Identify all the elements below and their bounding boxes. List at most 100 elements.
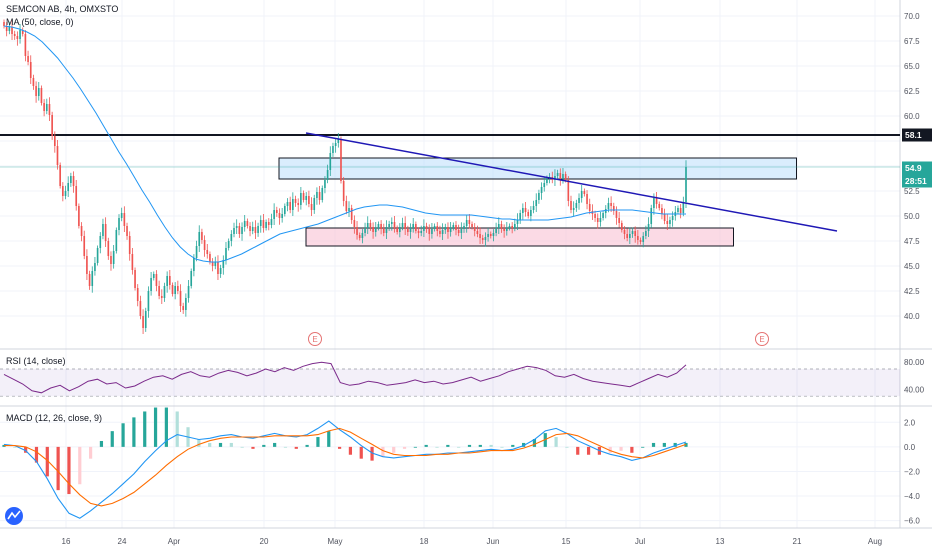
candle	[94, 257, 96, 276]
candle	[128, 231, 131, 261]
candle	[583, 188, 586, 197]
candle	[150, 272, 152, 296]
candle	[83, 230, 86, 260]
macd-histogram-bar	[283, 446, 288, 448]
candle	[222, 255, 225, 275]
price-tick-label: 65.0	[904, 62, 920, 71]
candle	[297, 198, 300, 212]
candle	[29, 55, 32, 84]
candle	[674, 206, 677, 221]
macd-legend[interactable]: MACD (12, 26, close, 9)	[6, 413, 102, 423]
time-tick-label: 13	[716, 537, 725, 546]
macd-histogram-bar	[294, 446, 298, 449]
candle	[420, 225, 423, 237]
candle	[337, 133, 340, 148]
candle	[401, 217, 404, 231]
macd-histogram-bar	[673, 442, 677, 447]
candle	[409, 223, 412, 239]
candle	[289, 196, 292, 214]
candle	[572, 201, 575, 216]
candle	[340, 136, 342, 184]
candle	[369, 219, 372, 231]
candle	[489, 231, 492, 239]
candle	[685, 160, 687, 208]
candle	[278, 208, 281, 225]
candle	[91, 266, 94, 293]
candle	[96, 245, 99, 266]
macd-histogram-bar	[446, 444, 450, 447]
candle	[436, 222, 439, 237]
candle	[559, 168, 562, 186]
resistance-price-label: 58.1	[902, 128, 932, 142]
macd-histogram-bar	[218, 442, 223, 447]
candle	[505, 222, 508, 236]
candle	[588, 198, 591, 215]
candle	[198, 225, 201, 252]
macd-tick-label: −4.0	[904, 492, 920, 501]
candle	[294, 195, 297, 207]
macd-histogram-bar	[402, 446, 407, 449]
macd-histogram-bar	[348, 446, 353, 455]
candle	[511, 222, 513, 234]
candle	[441, 223, 444, 240]
price-tick-label: 40.0	[904, 312, 920, 321]
candle	[24, 30, 27, 62]
time-tick-label: 16	[62, 537, 71, 546]
candle	[361, 229, 364, 244]
bar-countdown-label: 28:51	[902, 174, 932, 188]
candle	[80, 222, 83, 242]
macd-histogram-bar	[305, 444, 309, 447]
macd-histogram-bar	[273, 442, 277, 447]
candle	[417, 227, 420, 239]
macd-line	[3, 420, 687, 519]
candle	[37, 82, 40, 101]
ma-legend[interactable]: MA (50, close, 0)	[6, 17, 74, 27]
candle	[225, 242, 227, 265]
price-tick-label: 45.0	[904, 262, 920, 271]
candle	[516, 213, 519, 230]
macd-histogram-bar	[467, 444, 472, 447]
candle	[476, 225, 479, 238]
candle	[682, 196, 685, 217]
rsi-legend[interactable]: RSI (14, close)	[6, 356, 66, 366]
candle	[233, 222, 235, 238]
time-tick-label: 24	[118, 537, 127, 546]
candle	[182, 302, 185, 314]
candle	[3, 19, 5, 29]
candle	[575, 199, 578, 212]
candle	[655, 192, 658, 209]
candle	[326, 164, 329, 184]
macd-histogram-bar	[424, 444, 428, 447]
trendline[interactable]	[305, 132, 838, 232]
time-tick-label: 18	[420, 537, 429, 546]
candle	[329, 146, 332, 176]
candle	[75, 180, 78, 211]
candle	[679, 204, 682, 219]
candle	[35, 81, 37, 103]
candle	[155, 270, 158, 292]
candle	[514, 218, 516, 232]
earnings-flag[interactable]: E	[308, 332, 322, 346]
macd-histogram-bar	[608, 446, 612, 453]
candle	[318, 186, 321, 205]
price-tick-label: 67.5	[904, 37, 920, 46]
candle	[669, 216, 671, 228]
candle	[626, 228, 628, 242]
candle	[535, 193, 538, 212]
candle	[473, 223, 476, 237]
macd-histogram-bar	[197, 439, 201, 447]
chart-title[interactable]: SEMCON AB, 4h, OMXSTO	[6, 4, 118, 14]
candle	[115, 227, 118, 254]
candle	[618, 212, 620, 228]
earnings-flag-label: E	[759, 335, 764, 344]
tradingview-logo-icon[interactable]	[5, 507, 23, 525]
candle	[639, 237, 642, 245]
candle	[107, 237, 110, 260]
macd-histogram-bar	[208, 442, 212, 447]
candle	[348, 201, 350, 217]
supply-zone-rect[interactable]	[278, 157, 797, 180]
earnings-flag[interactable]: E	[755, 332, 769, 346]
candle	[631, 227, 634, 238]
svg-text:54.9: 54.9	[905, 163, 922, 173]
